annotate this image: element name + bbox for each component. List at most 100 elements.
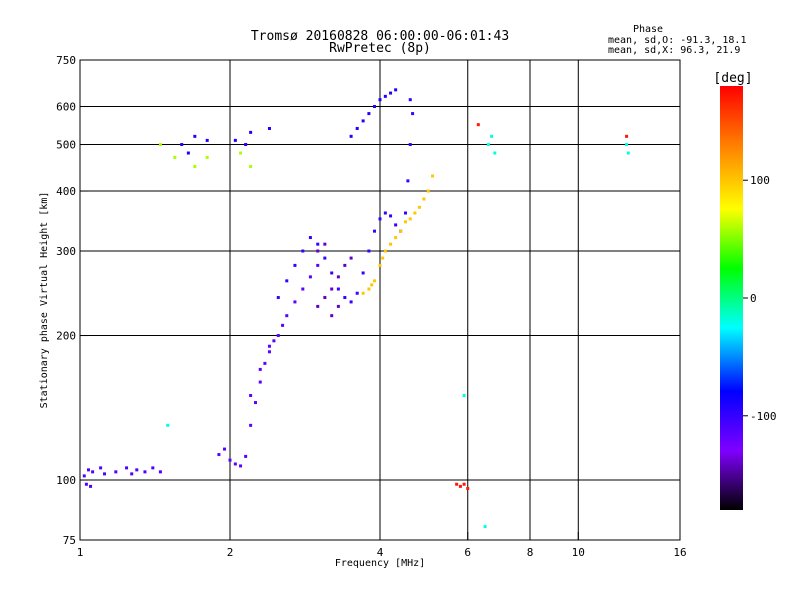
echo-point bbox=[205, 155, 209, 159]
echo-point bbox=[276, 296, 280, 300]
echo-point bbox=[493, 151, 497, 155]
echo-point bbox=[84, 482, 88, 486]
echo-point bbox=[323, 242, 327, 246]
echo-point bbox=[89, 484, 93, 488]
echo-point bbox=[367, 112, 371, 116]
echo-point bbox=[316, 242, 320, 246]
echo-point bbox=[343, 263, 347, 267]
echo-point bbox=[86, 468, 90, 472]
echo-point bbox=[411, 112, 415, 116]
echo-point bbox=[389, 242, 393, 246]
echo-point bbox=[267, 350, 271, 354]
echo-point bbox=[276, 334, 280, 338]
echo-point bbox=[343, 296, 347, 300]
echo-point bbox=[389, 91, 393, 95]
colorbar-label: [deg] bbox=[713, 71, 752, 86]
x-tick-label: 8 bbox=[527, 546, 534, 559]
echo-point bbox=[330, 314, 334, 318]
echo-point bbox=[301, 249, 305, 253]
echo-point bbox=[403, 211, 407, 215]
y-axis: 750 600 500 400 300 200 100 75 bbox=[56, 54, 88, 547]
echo-point bbox=[373, 229, 377, 233]
y-tick-label: 600 bbox=[56, 101, 76, 114]
echo-point bbox=[308, 275, 312, 279]
x-axis: 1 2 4 6 8 10 16 bbox=[77, 532, 687, 559]
colorbar-ticks: 100 0 -100 bbox=[743, 174, 777, 423]
y-tick-label: 200 bbox=[56, 330, 76, 343]
x-tick-label: 4 bbox=[377, 546, 384, 559]
phase-stats-x: mean, sd,X: 96.3, 21.9 bbox=[608, 45, 740, 56]
echo-point bbox=[217, 453, 221, 457]
echo-point bbox=[406, 179, 410, 183]
echo-point bbox=[330, 271, 334, 275]
echo-point bbox=[263, 361, 267, 365]
data-points bbox=[82, 88, 630, 529]
x-tick-label: 1 bbox=[77, 546, 84, 559]
echo-point bbox=[399, 229, 403, 233]
echo-point bbox=[431, 174, 435, 178]
echo-point bbox=[455, 482, 459, 486]
echo-point bbox=[180, 143, 184, 147]
echo-point bbox=[301, 287, 305, 291]
echo-point bbox=[370, 283, 374, 287]
echo-point bbox=[249, 423, 253, 427]
echo-point bbox=[249, 164, 253, 168]
echo-point bbox=[316, 249, 320, 253]
echo-point bbox=[408, 143, 412, 147]
echo-point bbox=[267, 126, 271, 130]
echo-point bbox=[103, 472, 107, 476]
echo-point bbox=[394, 236, 398, 240]
colorbar-tick-label: 0 bbox=[750, 292, 757, 305]
echo-point bbox=[91, 470, 95, 474]
echo-point bbox=[125, 466, 129, 470]
echo-point bbox=[483, 525, 487, 529]
echo-point bbox=[378, 98, 382, 102]
echo-point bbox=[193, 134, 197, 138]
echo-point bbox=[244, 454, 248, 458]
echo-point bbox=[82, 474, 86, 478]
echo-point bbox=[394, 223, 398, 227]
echo-point bbox=[130, 472, 134, 476]
y-tick-label: 750 bbox=[56, 54, 76, 67]
colorbar bbox=[720, 86, 743, 510]
echo-point bbox=[267, 344, 271, 348]
echo-point bbox=[336, 304, 340, 308]
echo-point bbox=[367, 287, 371, 291]
echo-point bbox=[253, 401, 257, 405]
echo-point bbox=[373, 279, 377, 283]
echo-point bbox=[355, 126, 359, 130]
grid-lines bbox=[80, 60, 680, 540]
phase-stats-title: Phase bbox=[633, 24, 663, 35]
echo-point bbox=[349, 134, 353, 138]
echo-point bbox=[158, 470, 162, 474]
echo-point bbox=[316, 263, 320, 267]
echo-point bbox=[186, 151, 190, 155]
echo-point bbox=[355, 291, 359, 295]
echo-point bbox=[426, 189, 430, 193]
echo-point bbox=[281, 323, 285, 327]
echo-point bbox=[293, 300, 297, 304]
echo-point bbox=[490, 134, 494, 138]
echo-point bbox=[422, 197, 426, 201]
echo-point bbox=[373, 105, 377, 109]
echo-point bbox=[378, 263, 382, 267]
echo-point bbox=[272, 339, 276, 343]
x-tick-label: 16 bbox=[673, 546, 686, 559]
echo-point bbox=[114, 470, 118, 474]
y-tick-label: 400 bbox=[56, 185, 76, 198]
echo-point bbox=[486, 143, 490, 147]
echo-point bbox=[330, 287, 334, 291]
x-tick-label: 6 bbox=[464, 546, 471, 559]
y-tick-label: 300 bbox=[56, 245, 76, 258]
echo-point bbox=[458, 484, 462, 488]
echo-point bbox=[417, 205, 421, 209]
echo-point bbox=[476, 123, 480, 127]
echo-point bbox=[99, 466, 103, 470]
echo-point bbox=[367, 249, 371, 253]
echo-point bbox=[462, 394, 466, 398]
echo-point bbox=[223, 447, 227, 451]
x-tick-label: 2 bbox=[227, 546, 234, 559]
chart-subtitle: RwPretec (8p) bbox=[329, 41, 431, 56]
chart-title: Tromsø 20160828 06:00:00-06:01:43 bbox=[251, 29, 509, 44]
